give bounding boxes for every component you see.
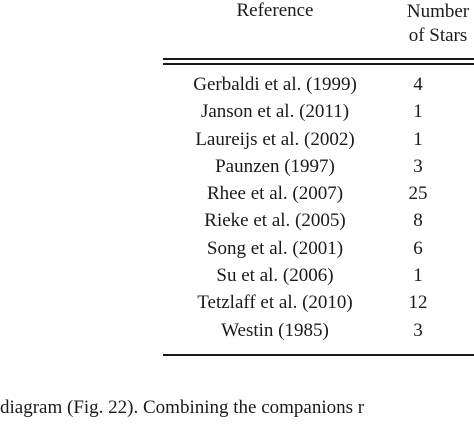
reference-cell: Rhee et al. (2007) <box>206 183 344 205</box>
stars-cell: 6 <box>413 237 423 259</box>
stars-cell: 25 <box>408 183 428 205</box>
table-header-number-of-stars: Number of Stars <box>368 0 474 48</box>
reference-cell: Tetzlaff et al. (2010) <box>197 292 353 314</box>
reference-cell: Paunzen (1997) <box>215 155 335 177</box>
body-text-line: diagram (Fig. 22). Combining the compani… <box>0 397 365 418</box>
reference-cell: Janson et al. (2011) <box>200 101 350 123</box>
table-body: Gerbaldi et al. (1999) 4 Janson et al. (… <box>163 71 474 344</box>
header-number-line2: of Stars <box>408 25 468 46</box>
table-header-reference: Reference <box>236 0 314 21</box>
reference-cell: Gerbaldi et al. (1999) <box>193 74 357 95</box>
stars-cell: 3 <box>413 319 423 341</box>
reference-cell: Rieke et al. (2005) <box>204 210 346 232</box>
stars-cell: 3 <box>413 155 423 177</box>
reference-cell: Laureijs et al. (2002) <box>195 128 355 150</box>
table-top-rule <box>163 58 474 60</box>
stars-cell: 1 <box>413 101 423 123</box>
table-row: Laureijs et al. (2002) 1 <box>163 126 474 153</box>
table-row: Westin (1985) 3 <box>163 317 474 344</box>
stars-cell: 1 <box>413 128 423 150</box>
table-header-rule <box>163 63 474 65</box>
table-row: Paunzen (1997) 3 <box>163 153 474 180</box>
stars-cell: 12 <box>408 292 428 314</box>
header-number-line1: Number <box>406 1 470 22</box>
table-row: Rhee et al. (2007) 25 <box>163 180 474 207</box>
table-row: Tetzlaff et al. (2010) 12 <box>163 289 474 316</box>
table-row: Rieke et al. (2005) 8 <box>163 207 474 234</box>
reference-cell: Westin (1985) <box>221 319 329 341</box>
stars-cell: 4 <box>413 74 423 95</box>
reference-cell: Su et al. (2006) <box>216 265 334 287</box>
table-row: Song et al. (2001) 6 <box>163 235 474 262</box>
table-row: Janson et al. (2011) 1 <box>163 98 474 125</box>
table-bottom-rule <box>163 354 474 356</box>
stars-cell: 1 <box>413 265 423 287</box>
table-row: Su et al. (2006) 1 <box>163 262 474 289</box>
reference-cell: Song et al. (2001) <box>206 237 344 259</box>
table-row: Gerbaldi et al. (1999) 4 <box>163 71 474 98</box>
stars-cell: 8 <box>413 210 423 232</box>
